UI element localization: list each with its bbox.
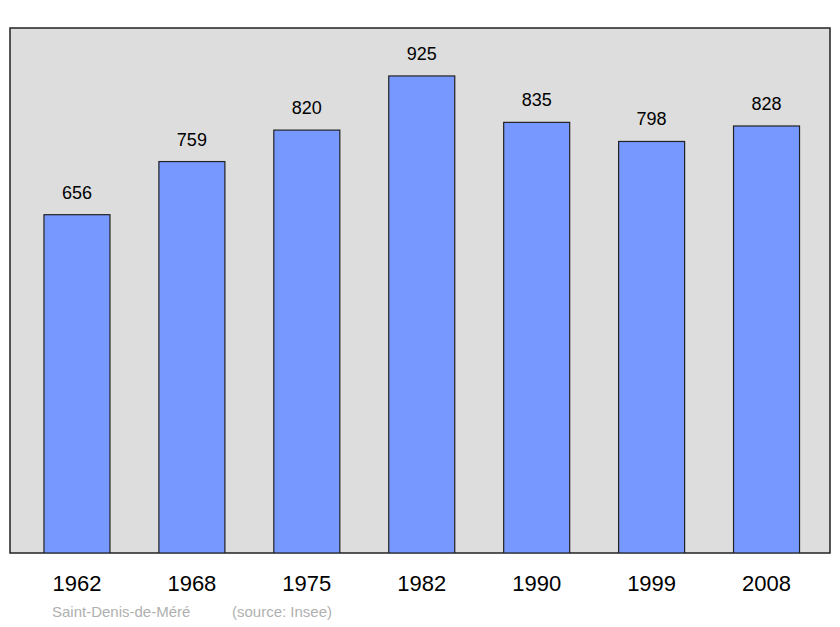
x-tick-label: 2008 bbox=[742, 571, 791, 596]
bar bbox=[389, 76, 455, 553]
plot-frame bbox=[10, 28, 830, 553]
bars bbox=[44, 76, 800, 553]
x-tick-label: 1968 bbox=[167, 571, 216, 596]
annotation: (source: Insee) bbox=[232, 603, 332, 620]
x-tick-label: 1990 bbox=[512, 571, 561, 596]
data-label: 798 bbox=[637, 109, 667, 129]
data-label: 820 bbox=[292, 98, 322, 118]
bar bbox=[274, 130, 340, 553]
bar bbox=[734, 126, 800, 553]
chart: 656 1962 759 1968 820 1975 925 1982 835 1990 798 19… bbox=[0, 0, 840, 627]
bar bbox=[504, 122, 570, 553]
bar bbox=[44, 215, 110, 553]
data-label: 925 bbox=[407, 44, 437, 64]
data-label: 656 bbox=[62, 183, 92, 203]
x-tick-label: 1982 bbox=[397, 571, 446, 596]
bar bbox=[619, 141, 685, 553]
data-label: 828 bbox=[752, 94, 782, 114]
x-tick-label: 1975 bbox=[282, 571, 331, 596]
x-tick-label: 1999 bbox=[627, 571, 676, 596]
data-label: 835 bbox=[522, 90, 552, 110]
x-tick-label: 1962 bbox=[52, 571, 101, 596]
data-label: 759 bbox=[177, 130, 207, 150]
annotation: Saint-Denis-de-Méré bbox=[52, 603, 190, 620]
bar bbox=[159, 162, 225, 553]
